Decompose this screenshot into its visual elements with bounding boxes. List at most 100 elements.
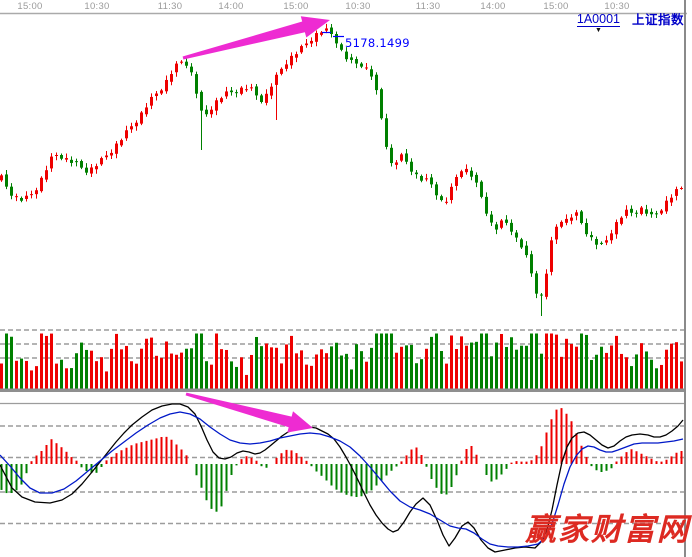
volume-bar <box>20 358 23 389</box>
candle-body <box>510 222 513 232</box>
volume-bar <box>335 342 338 389</box>
macd-hist-bar <box>85 464 88 471</box>
candle-body <box>270 86 273 96</box>
candle-body <box>315 33 318 42</box>
volume-bar <box>230 361 233 389</box>
candle-body <box>15 196 18 198</box>
macd-hist-bar <box>80 464 83 468</box>
candle-body <box>550 240 553 272</box>
volume-bar <box>600 346 603 389</box>
candle-body <box>325 28 328 31</box>
candle-body <box>470 170 473 177</box>
candle-body <box>530 254 533 274</box>
candle-body <box>680 188 683 189</box>
volume-bar <box>560 356 563 389</box>
macd-hist-bar <box>400 461 403 464</box>
site-watermark: 赢家财富网 <box>525 512 690 548</box>
volume-bar <box>660 364 663 389</box>
volume-bar <box>310 365 313 389</box>
volume-bar <box>265 343 268 389</box>
candle-body <box>635 212 638 214</box>
candle-body <box>535 273 538 294</box>
volume-bar <box>235 366 238 389</box>
volume-bar <box>130 361 133 389</box>
macd-hist-bar <box>355 464 358 497</box>
candle-body <box>255 86 258 96</box>
candle-body <box>665 200 668 212</box>
volume-bar <box>555 334 558 389</box>
macd-hist-bar <box>385 464 388 476</box>
macd-hist-bar <box>360 464 363 497</box>
macd-hist-bar <box>70 457 73 464</box>
macd-hist-bar <box>210 464 213 509</box>
volume-bar <box>125 345 128 389</box>
macd-hist-bar <box>320 464 323 476</box>
dropdown-arrow-icon[interactable]: ▼ <box>594 27 602 34</box>
stock-code-dropdown[interactable]: 1A0001 ▼ <box>576 12 620 34</box>
macd-hist-bar <box>265 464 268 468</box>
macd-hist-bar <box>545 432 548 464</box>
macd-hist-bar <box>325 464 328 481</box>
volume-bar <box>55 363 58 389</box>
volume-bar <box>140 348 143 389</box>
candle-body <box>170 74 173 82</box>
volume-bar <box>355 344 358 389</box>
stock-code[interactable]: 1A0001 <box>576 12 620 27</box>
macd-hist-bar <box>0 464 3 490</box>
volume-bar <box>110 348 113 389</box>
volume-bar <box>315 354 318 389</box>
volume-bar <box>445 363 448 389</box>
macd-hist-bar <box>405 455 408 464</box>
candle-body <box>580 211 583 223</box>
candle-body <box>440 196 443 201</box>
volume-bar <box>370 347 373 389</box>
volume-bar <box>535 333 538 389</box>
macd-hist-bar <box>370 464 373 491</box>
volume-bar <box>270 347 273 389</box>
candle-body <box>225 91 228 97</box>
volume-bar <box>420 359 423 389</box>
candle-body <box>285 64 288 69</box>
macd-hist-bar <box>660 461 663 464</box>
candle-body <box>220 98 223 103</box>
volume-bar <box>105 371 108 389</box>
volume-bar <box>415 363 418 389</box>
macd-hist-bar <box>75 460 78 464</box>
macd-hist-bar <box>390 464 393 471</box>
macd-hist-bar <box>310 464 313 467</box>
candle-body <box>230 90 233 93</box>
candle-body <box>335 34 338 44</box>
candle-body <box>560 221 563 227</box>
macd-hist-bar <box>445 464 448 495</box>
macd-hist-bar <box>345 464 348 495</box>
candle-body <box>645 209 648 214</box>
time-axis-label: 11:30 <box>157 1 183 12</box>
volume-bar <box>495 342 498 389</box>
macd-hist-bar <box>160 437 163 464</box>
volume-bar <box>85 349 88 389</box>
macd-hist-bar <box>260 464 263 467</box>
macd-hist-bar <box>335 464 338 490</box>
volume-bar <box>380 333 383 389</box>
time-axis: 15:00 10:30 11:30 14:00 15:00 10:30 11:30 14:00… <box>0 0 692 13</box>
volume-bar <box>80 342 83 389</box>
macd-hist-bar <box>50 439 53 464</box>
candle-body <box>235 92 238 94</box>
candle-body <box>150 96 153 106</box>
macd-hist-bar <box>40 451 43 464</box>
volume-bar <box>65 368 68 389</box>
candle-body <box>275 74 278 85</box>
candle-body <box>380 89 383 119</box>
volume-bar <box>220 349 223 389</box>
candle-body <box>175 63 178 73</box>
volume-bar <box>285 344 288 389</box>
volume-bar <box>435 333 438 389</box>
candle-body <box>125 130 128 139</box>
macd-hist-bar <box>670 456 673 464</box>
macd-hist-bar <box>45 445 48 464</box>
macd-hist-bar <box>465 449 468 464</box>
volume-bar <box>145 338 148 389</box>
macd-hist-bar <box>675 452 678 464</box>
volume-bar <box>385 333 388 389</box>
